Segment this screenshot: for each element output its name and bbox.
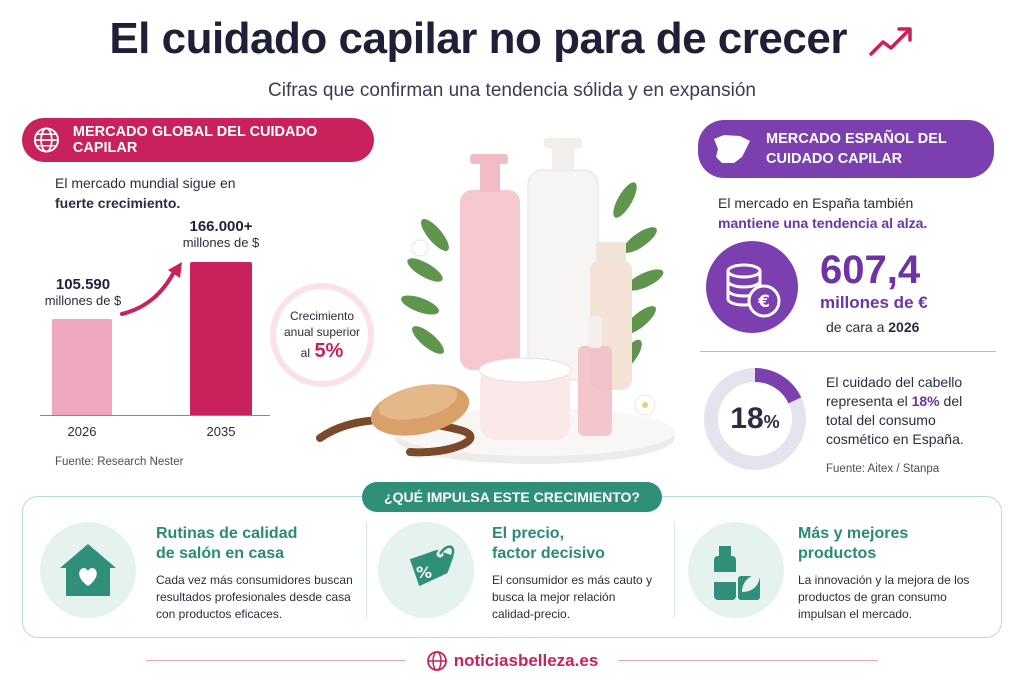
share-text-line-4: cosmético en España. [826,431,964,447]
spain-map-icon [714,135,750,163]
page-title-text: El cuidado capilar no para de crecer [109,14,847,63]
page-subtitle: Cifras que confirman una tendencia sólid… [268,80,756,101]
share-text-line-3: total del consumo [826,412,936,428]
spain-market-intro: El mercado en España también mantiene un… [718,193,998,233]
global-source: Fuente: Research Nester [55,456,184,468]
driver-3-title-1: Más y mejores [798,525,909,542]
share-value: 18 [730,402,764,435]
growth-line-1: Crecimiento [289,308,355,323]
bar-unit-2026: millones de $ [44,293,122,308]
products-leaf-icon [714,546,760,600]
growth-rate-value: 5% [314,339,344,362]
share-text-2b: del [943,393,963,409]
svg-text:%: % [416,563,432,582]
spain-intro-line-1: El mercado en España también [718,195,914,211]
driver-3-text-3: impulsan el mercado. [798,607,913,621]
spain-market-year: de cara a 2026 [826,319,919,335]
driver-1-text-1: Cada vez más consumidores buscan [156,573,353,587]
share-text-highlight: 18% [911,393,940,409]
spain-heading-line-2: CUIDADO CAPILAR [766,151,903,167]
share-donut-label: 18% [700,402,810,436]
driver-3-content: Más y mejores productos La innovación y … [798,524,988,623]
share-donut-chart [704,368,806,470]
page-title: El cuidado capilar no para de crecer [0,14,1024,64]
bar-unit-2035: millones de $ [182,235,260,250]
driver-1-title-2: de salón en casa [156,545,285,562]
share-donut-arc [704,368,806,470]
driver-1-text-2: resultados profesionales desde casa [156,590,351,604]
global-market-heading: MERCADO GLOBAL DEL CUIDADO CAPILAR [22,118,374,162]
share-suffix: % [763,412,780,432]
svg-text:€: € [757,292,770,312]
drivers-heading: ¿QUÉ IMPULSA ESTE CRECIMIENTO? [362,482,662,512]
tick-label-2035: 2035 [206,424,236,439]
growth-rate-line: al 5% [301,340,344,363]
driver-1-badge [40,522,136,618]
driver-3-badge [688,522,784,618]
globe-icon [33,127,59,153]
footer-site-link[interactable]: noticiasbelleza.es [412,648,612,674]
driver-1-content: Rutinas de calidad de salón en casa Cada… [156,524,366,623]
global-market-intro: El mercado mundial sigue en fuerte creci… [55,173,275,213]
section-divider [700,351,996,352]
driver-2-content: El precio, factor decisivo El consumidor… [492,524,672,623]
driver-2-title-1: El precio, [492,525,565,542]
spain-market-value: 607,4 [820,248,921,292]
bar-2026 [52,319,112,415]
globe-icon [426,651,447,671]
driver-2-badge: % [378,522,474,618]
hair-products-illustration [316,138,675,464]
growth-arrow-icon [120,262,182,316]
bar-value-2026: 105.590 [55,276,111,293]
spain-heading-text: MERCADO ESPAÑOL DEL CUIDADO CAPILAR [766,129,947,169]
global-market-heading-text: MERCADO GLOBAL DEL CUIDADO CAPILAR [72,124,318,156]
driver-separator [366,522,367,618]
coins-euro-icon: € [726,263,781,318]
bar-value-label-2035: 166.000+ millones de $ [166,218,276,250]
driver-2-text-3: calidad-precio. [492,607,571,621]
growth-prefix: al [300,345,310,360]
price-tag-icon: % [409,545,455,587]
spain-intro-line-2: mantiene una tendencia al alza. [718,215,928,231]
footer-site-text: noticiasbelleza.es [453,651,599,670]
driver-1-text-3: con productos eficaces. [156,607,283,621]
driver-2-text-1: El consumidor es más cauto y [492,573,653,587]
bar-value-2035: 166.000+ [189,218,253,235]
bar-2035 [190,262,252,415]
global-intro-line-1: El mercado mundial sigue en [55,175,236,191]
driver-3-text-2: productos de gran consumo [798,590,947,604]
bar-value-label-2026: 105.590 millones de $ [28,276,138,308]
share-text-2a: representa el [826,393,908,409]
chart-baseline [40,415,270,416]
growth-rate-badge: Crecimiento anual superior al 5% [270,283,374,387]
share-description: El cuidado del cabello representa el 18%… [826,373,996,449]
drivers-panel [22,496,1002,638]
spain-market-unit: millones de € [820,293,928,312]
trend-up-icon [868,27,912,57]
spain-year-prefix: de cara a [826,319,885,335]
tick-label-2026: 2026 [67,424,97,439]
driver-1-title-1: Rutinas de calidad [156,525,298,542]
footer-line-right [618,660,878,661]
coins-euro-badge: € [706,241,798,333]
driver-2-title-2: factor decisivo [492,545,605,562]
driver-separator [674,522,675,618]
growth-line-2: anual superior [283,324,361,339]
spain-year-value: 2026 [888,319,920,335]
spain-market-heading: MERCADO ESPAÑOL DEL CUIDADO CAPILAR [698,120,994,178]
house-heart-icon [60,544,116,596]
footer-line-left [146,660,406,661]
driver-3-title-2: productos [798,545,877,562]
global-intro-line-2: fuerte crecimiento. [55,195,181,211]
spain-source: Fuente: Aitex / Stanpa [826,463,940,475]
spain-heading-line-1: MERCADO ESPAÑOL DEL [766,131,947,147]
driver-2-text-2: busca la mejor relación [492,590,616,604]
driver-3-text-1: La innovación y la mejora de los [798,573,970,587]
share-text-line-2: representa el 18% del [826,392,996,411]
share-text-line-1: El cuidado del cabello [826,374,963,390]
